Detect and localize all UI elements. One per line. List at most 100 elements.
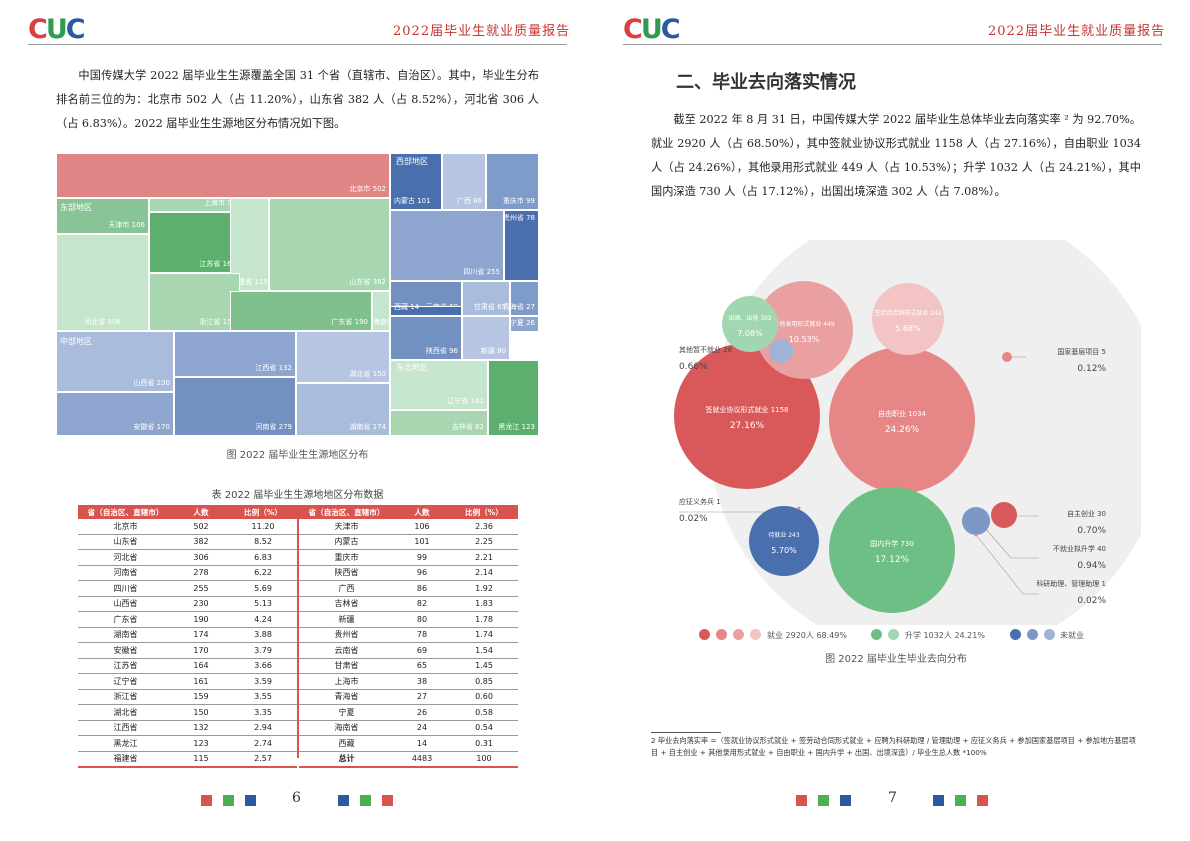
table-cell: 96 bbox=[394, 565, 450, 581]
bubble-pct: 5.70% bbox=[771, 546, 797, 555]
callout-label: 其他暂不就业 28 bbox=[679, 345, 732, 354]
table-cell: 青海省 bbox=[299, 689, 394, 705]
callout-line bbox=[984, 527, 1039, 559]
treemap-tile: 山东省 382 bbox=[269, 198, 390, 291]
table-cell: 4483 bbox=[394, 751, 450, 768]
bubble bbox=[829, 347, 975, 493]
table-cell: 2.25 bbox=[450, 534, 518, 550]
table-cell: 天津市 bbox=[299, 519, 394, 535]
table-cell: 0.85 bbox=[450, 673, 518, 690]
treemap-tile-label: 河南省 279 bbox=[255, 423, 292, 431]
treemap-tile: 黑龙江 123 bbox=[488, 360, 539, 436]
table-header: 比例（%） bbox=[450, 505, 518, 519]
table-row: 新疆 80 1.78 bbox=[299, 611, 518, 628]
footnote: 2 毕业去向落实率 =（签就业协议形式就业 + 签劳动合同形式就业 + 应聘为科… bbox=[651, 736, 1136, 757]
table-row: 河北省 306 6.83 bbox=[78, 549, 297, 566]
table-cell: 重庆市 bbox=[299, 549, 394, 566]
table-cell: 1.92 bbox=[450, 580, 518, 597]
treemap-tile-label: 湖北省 150 bbox=[349, 370, 386, 378]
treemap-tile: 天津市 106 bbox=[56, 198, 149, 234]
treemap-tile-label: 安徽省 170 bbox=[133, 423, 170, 431]
table-row: 西藏 14 0.31 bbox=[299, 735, 518, 752]
bubble-pct: 10.53% bbox=[789, 335, 820, 344]
treemap-tile-label: 天津市 106 bbox=[108, 221, 145, 229]
table-cell: 陕西省 bbox=[299, 565, 394, 581]
footnote-divider bbox=[651, 732, 721, 733]
table-cell: 新疆 bbox=[299, 611, 394, 628]
legend-dot bbox=[1027, 629, 1038, 640]
table-cell: 辽宁省 bbox=[78, 673, 173, 690]
table-row: 内蒙古 101 2.25 bbox=[299, 534, 518, 550]
table-cell: 2.14 bbox=[450, 565, 518, 581]
table-cell: 山东省 bbox=[78, 534, 173, 550]
legend-label: 就业 2920人 68.49% bbox=[767, 631, 847, 640]
section-title: 二、毕业去向落实情况 bbox=[676, 72, 856, 93]
legend-dot bbox=[716, 629, 727, 640]
table-cell: 江苏省 bbox=[78, 658, 173, 674]
table-cell: 100 bbox=[450, 751, 518, 768]
table-cell: 0.60 bbox=[450, 689, 518, 705]
treemap-tile-label: 山西省 230 bbox=[133, 379, 170, 387]
table-cell: 内蒙古 bbox=[299, 534, 394, 550]
treemap-tile: 湖北省 150 bbox=[296, 331, 390, 383]
table-row: 宁夏 26 0.58 bbox=[299, 704, 518, 721]
callout-pct: 0.66% bbox=[679, 362, 708, 372]
header-divider bbox=[28, 44, 567, 45]
treemap-tile-label: 江西省 132 bbox=[255, 364, 292, 372]
footer-square-green bbox=[223, 795, 234, 806]
header-divider bbox=[623, 44, 1162, 45]
callout-label: 自主创业 30 bbox=[1067, 509, 1106, 518]
treemap-tile: 广东省 190 bbox=[230, 291, 372, 331]
table-cell: 170 bbox=[173, 642, 229, 659]
table-cell: 150 bbox=[173, 704, 229, 721]
table-row: 山西省 230 5.13 bbox=[78, 596, 297, 612]
table-row: 河南省 278 6.22 bbox=[78, 565, 297, 581]
table-row: 上海市 38 0.85 bbox=[299, 673, 518, 690]
table-cell: 山西省 bbox=[78, 596, 173, 612]
treemap-caption: 图 2022 届毕业生生源地区分布 bbox=[226, 450, 369, 461]
bubble-label: 签就业协议形式就业 1158 bbox=[705, 405, 788, 414]
treemap-tile: 贵州省 78 bbox=[503, 210, 539, 281]
bubble bbox=[749, 506, 819, 576]
table-cell: 306 bbox=[173, 549, 229, 566]
table-cell: 4.24 bbox=[229, 611, 297, 628]
footer-square-red bbox=[382, 795, 393, 806]
report-title: 2022届毕业生就业质量报告 bbox=[393, 24, 571, 39]
table-cell: 1.74 bbox=[450, 627, 518, 643]
legend-dot bbox=[1010, 629, 1021, 640]
table-row: 福建省 115 2.57 bbox=[78, 751, 297, 768]
table-row: 陕西省 96 2.14 bbox=[299, 565, 518, 581]
table-cell: 106 bbox=[394, 519, 450, 535]
cuc-logo: CUC bbox=[28, 14, 86, 45]
treemap-tile-label: 广东省 190 bbox=[331, 318, 368, 326]
treemap-tile: 新疆 80 bbox=[462, 316, 510, 360]
region-label-east: 东部地区 bbox=[60, 203, 92, 212]
table-cell: 123 bbox=[173, 735, 229, 752]
region-label-northeast: 东北地区 bbox=[396, 363, 428, 372]
treemap-tile-label: 广西 86 bbox=[456, 197, 482, 205]
table-row: 甘肃省 65 1.45 bbox=[299, 658, 518, 674]
legend-label: 未就业 bbox=[1060, 631, 1084, 640]
footer-square-blue bbox=[840, 795, 851, 806]
treemap-tile-label: 辽宁省 161 bbox=[447, 397, 484, 405]
bubble-label: 其他录用形式就业 449 bbox=[773, 320, 835, 328]
treemap-tile-label: 黑龙江 123 bbox=[498, 423, 535, 431]
table-cell: 3.55 bbox=[229, 689, 297, 705]
report-title: 2022届毕业生就业质量报告 bbox=[988, 24, 1166, 39]
treemap-tile-label: 吉林省 82 bbox=[451, 423, 484, 431]
table-cell: 宁夏 bbox=[299, 704, 394, 721]
callout-label: 国家基层项目 5 bbox=[1057, 347, 1106, 356]
table-row: 青海省 27 0.60 bbox=[299, 689, 518, 705]
bubble-label: 国内升学 730 bbox=[870, 539, 914, 548]
treemap-tile: 内蒙古 101 bbox=[390, 153, 442, 210]
treemap-tile: 辽宁省 161 bbox=[390, 360, 488, 410]
treemap-tile-label: 江苏省 164 bbox=[199, 260, 236, 268]
legend-dot bbox=[750, 629, 761, 640]
cuc-logo: CUC bbox=[623, 14, 681, 45]
legend-dot bbox=[871, 629, 882, 640]
callout-line bbox=[976, 535, 1039, 595]
table-cell: 82 bbox=[394, 596, 450, 612]
treemap-tile-label: 青海省 27 bbox=[502, 303, 535, 311]
table-cell: 278 bbox=[173, 565, 229, 581]
table-cell: 江西省 bbox=[78, 720, 173, 736]
